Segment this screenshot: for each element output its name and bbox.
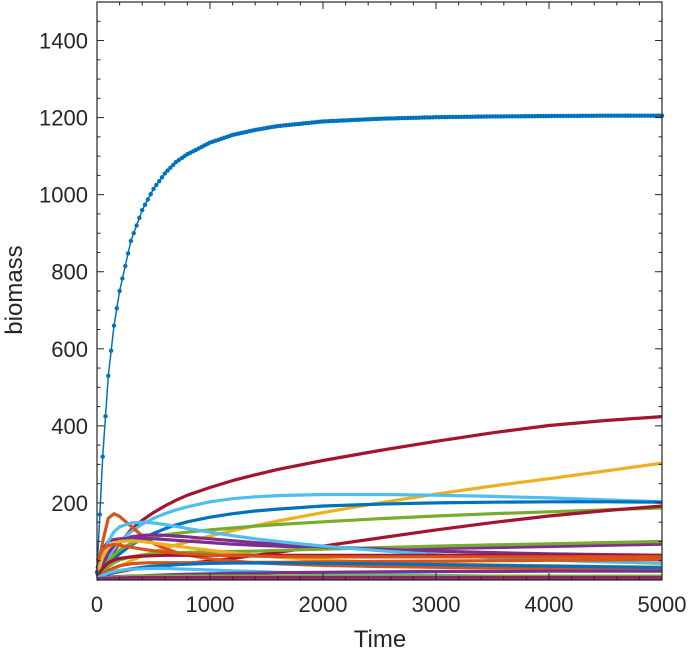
series-line-8 [95, 512, 663, 573]
series-line-21 [95, 542, 662, 562]
series-line-10 [95, 539, 663, 580]
series-1-marker [131, 231, 136, 236]
series-1-marker [171, 162, 176, 167]
series-1-marker [165, 168, 170, 173]
x-tick-label: 0 [91, 592, 103, 617]
series-1-marker [97, 512, 103, 517]
series-1-marker [148, 192, 153, 197]
series-1-marker [117, 288, 122, 294]
series-1-marker [106, 373, 111, 378]
series-1-marker [134, 223, 139, 228]
x-tick-label: 1000 [186, 592, 235, 617]
y-tick-label: 200 [51, 491, 88, 516]
x-tick-label: 5000 [638, 592, 687, 617]
series-1-marker [125, 251, 131, 256]
x-axis-title: Time [354, 626, 406, 652]
series-1-marker [108, 348, 114, 353]
x-tick-label: 4000 [525, 592, 574, 617]
series-1-marker [123, 263, 128, 269]
y-tick-label: 1200 [39, 106, 88, 131]
series-1-marker [159, 175, 165, 180]
series-1-marker [154, 182, 159, 188]
series-1-marker [162, 171, 167, 176]
series-1-marker [142, 202, 148, 207]
y-tick-label: 600 [51, 337, 88, 362]
x-tick-label: 2000 [299, 592, 348, 617]
series-1-marker [168, 165, 173, 170]
x-tick-label: 3000 [412, 592, 461, 617]
series-1-marker [120, 276, 125, 281]
series-1-marker [157, 179, 162, 184]
y-tick-label: 400 [51, 414, 88, 439]
series-1-marker [103, 414, 108, 419]
series-layer [94, 113, 665, 581]
tick-layer [96, 2, 663, 580]
series-1-marker [111, 323, 117, 328]
y-tick-label: 1000 [39, 183, 88, 208]
series-1-marker [128, 238, 134, 244]
series-1-marker [140, 207, 145, 213]
series-1-marker [114, 306, 120, 311]
series-1-marker [145, 197, 150, 202]
series-1-marker [151, 186, 156, 192]
series-1-marker [100, 454, 105, 459]
series-line-5 [95, 500, 663, 578]
tick-label-layer: 0 1000 2000 3000 4000 5000 200 400 600 800 1000 120… [39, 29, 686, 617]
y-axis-title: biomass [1, 245, 28, 334]
series-1-marker [137, 215, 142, 220]
y-tick-label: 1400 [39, 29, 88, 54]
series-line-9 [95, 536, 663, 569]
y-tick-label: 800 [51, 260, 88, 285]
